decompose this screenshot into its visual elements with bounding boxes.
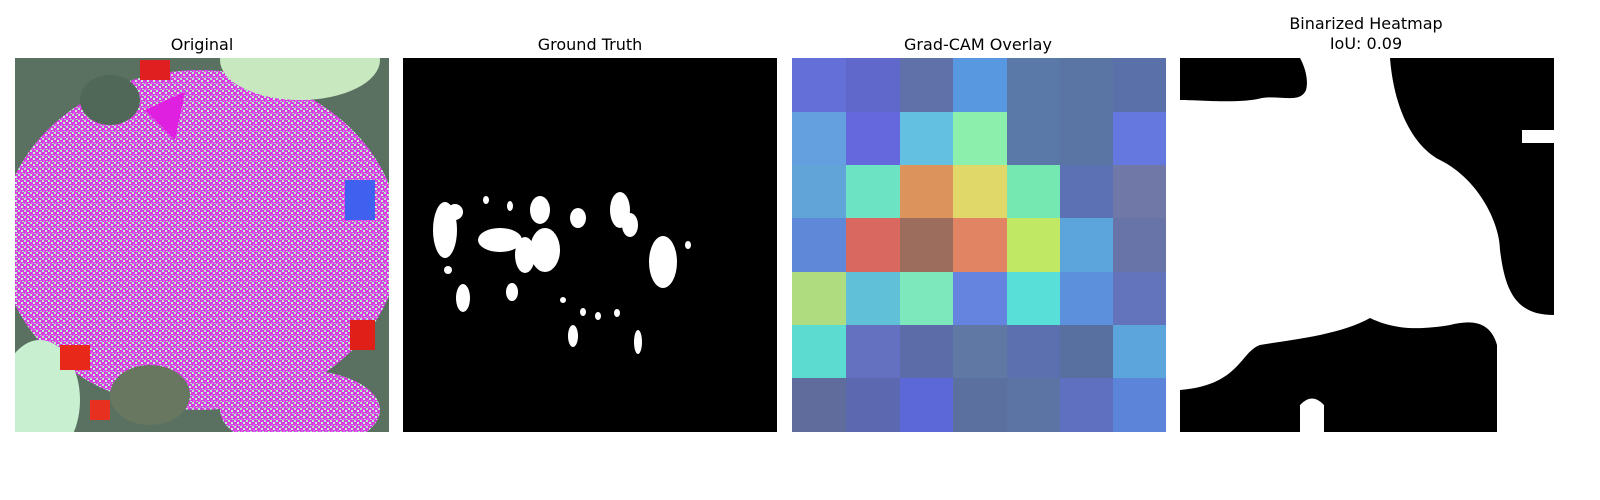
ground-truth-mask: [403, 58, 777, 432]
panel-title: Binarized Heatmap: [1289, 14, 1442, 33]
panel-title: Ground Truth: [538, 35, 643, 54]
gradcam-grid: [792, 58, 1166, 432]
panel-title: Grad-CAM Overlay: [904, 35, 1052, 54]
binarized-mask: [1180, 58, 1554, 432]
panel-title: Original: [171, 35, 234, 54]
panel-subtitle: IoU: 0.09: [1330, 34, 1402, 53]
original-image: [15, 58, 389, 432]
